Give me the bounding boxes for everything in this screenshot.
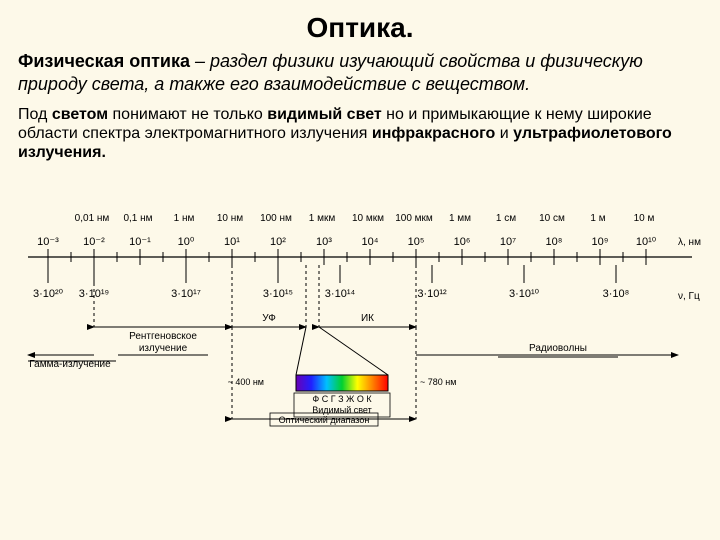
svg-text:0,01 нм: 0,01 нм xyxy=(75,213,110,224)
svg-text:Рентгеновское: Рентгеновское xyxy=(129,331,197,342)
svg-text:1 м: 1 м xyxy=(590,213,605,224)
svg-text:10¹: 10¹ xyxy=(224,236,240,248)
svg-text:10 м: 10 м xyxy=(634,213,655,224)
svg-text:~ 780 нм: ~ 780 нм xyxy=(420,377,456,387)
svg-text:0,1 нм: 0,1 нм xyxy=(123,213,152,224)
def-lead: Физическая оптика xyxy=(18,51,190,71)
svg-text:~ 400 нм: ~ 400 нм xyxy=(228,377,264,387)
svg-text:Радиоволны: Радиоволны xyxy=(529,343,587,354)
svg-text:100 нм: 100 нм xyxy=(260,213,292,224)
svg-text:3·10¹⁴: 3·10¹⁴ xyxy=(325,288,356,300)
svg-text:10⁻¹: 10⁻¹ xyxy=(129,236,151,248)
svg-text:10⁵: 10⁵ xyxy=(408,236,425,248)
svg-text:3·10¹⁷: 3·10¹⁷ xyxy=(171,288,201,300)
svg-text:10²: 10² xyxy=(270,236,286,248)
svg-text:1 нм: 1 нм xyxy=(174,213,195,224)
title: Оптика. xyxy=(18,12,702,44)
svg-text:10⁹: 10⁹ xyxy=(592,236,609,248)
svg-text:Видимый свет: Видимый свет xyxy=(312,405,372,415)
svg-text:Ф С Г З Ж О К: Ф С Г З Ж О К xyxy=(312,394,372,404)
svg-text:УФ: УФ xyxy=(262,313,276,324)
svg-text:λ, нм: λ, нм xyxy=(678,237,701,248)
svg-text:1 мкм: 1 мкм xyxy=(309,213,336,224)
svg-text:3·10²⁰: 3·10²⁰ xyxy=(33,288,64,300)
svg-text:10⁰: 10⁰ xyxy=(178,236,195,248)
svg-text:3·10¹²: 3·10¹² xyxy=(417,288,447,300)
svg-text:ν, Гц: ν, Гц xyxy=(678,291,700,302)
svg-text:100 мкм: 100 мкм xyxy=(395,213,433,224)
svg-text:10¹⁰: 10¹⁰ xyxy=(636,236,657,248)
svg-text:10³: 10³ xyxy=(316,236,332,248)
svg-text:1 мм: 1 мм xyxy=(449,213,471,224)
svg-text:10 мкм: 10 мкм xyxy=(352,213,384,224)
svg-text:10 см: 10 см xyxy=(539,213,565,224)
svg-text:3·10¹⁵: 3·10¹⁵ xyxy=(263,288,293,300)
svg-text:ИК: ИК xyxy=(361,313,374,324)
svg-text:10 нм: 10 нм xyxy=(217,213,243,224)
svg-text:10⁻³: 10⁻³ xyxy=(37,236,59,248)
svg-text:10⁴: 10⁴ xyxy=(362,236,379,248)
svg-text:10⁶: 10⁶ xyxy=(454,236,471,248)
svg-text:Оптический диапазон: Оптический диапазон xyxy=(279,415,370,425)
paragraph-2: Под светом понимают не только видимый св… xyxy=(18,105,702,163)
svg-text:1 см: 1 см xyxy=(496,213,516,224)
svg-text:10⁸: 10⁸ xyxy=(546,236,563,248)
svg-text:3·10⁸: 3·10⁸ xyxy=(603,288,630,300)
svg-text:10⁷: 10⁷ xyxy=(500,236,516,248)
spectrum-diagram: 10⁻³ 10⁻² 10⁻¹ 10⁰ 10¹ 10² 10³ 10⁴ 10⁵ 10⁶ 10⁷ 10⁸ 1… xyxy=(18,167,702,447)
svg-text:3·10¹⁰: 3·10¹⁰ xyxy=(509,288,540,300)
svg-text:излучение: излучение xyxy=(139,343,188,354)
svg-text:10⁻²: 10⁻² xyxy=(83,236,105,248)
definition: Физическая оптика – раздел физики изучаю… xyxy=(18,50,702,95)
